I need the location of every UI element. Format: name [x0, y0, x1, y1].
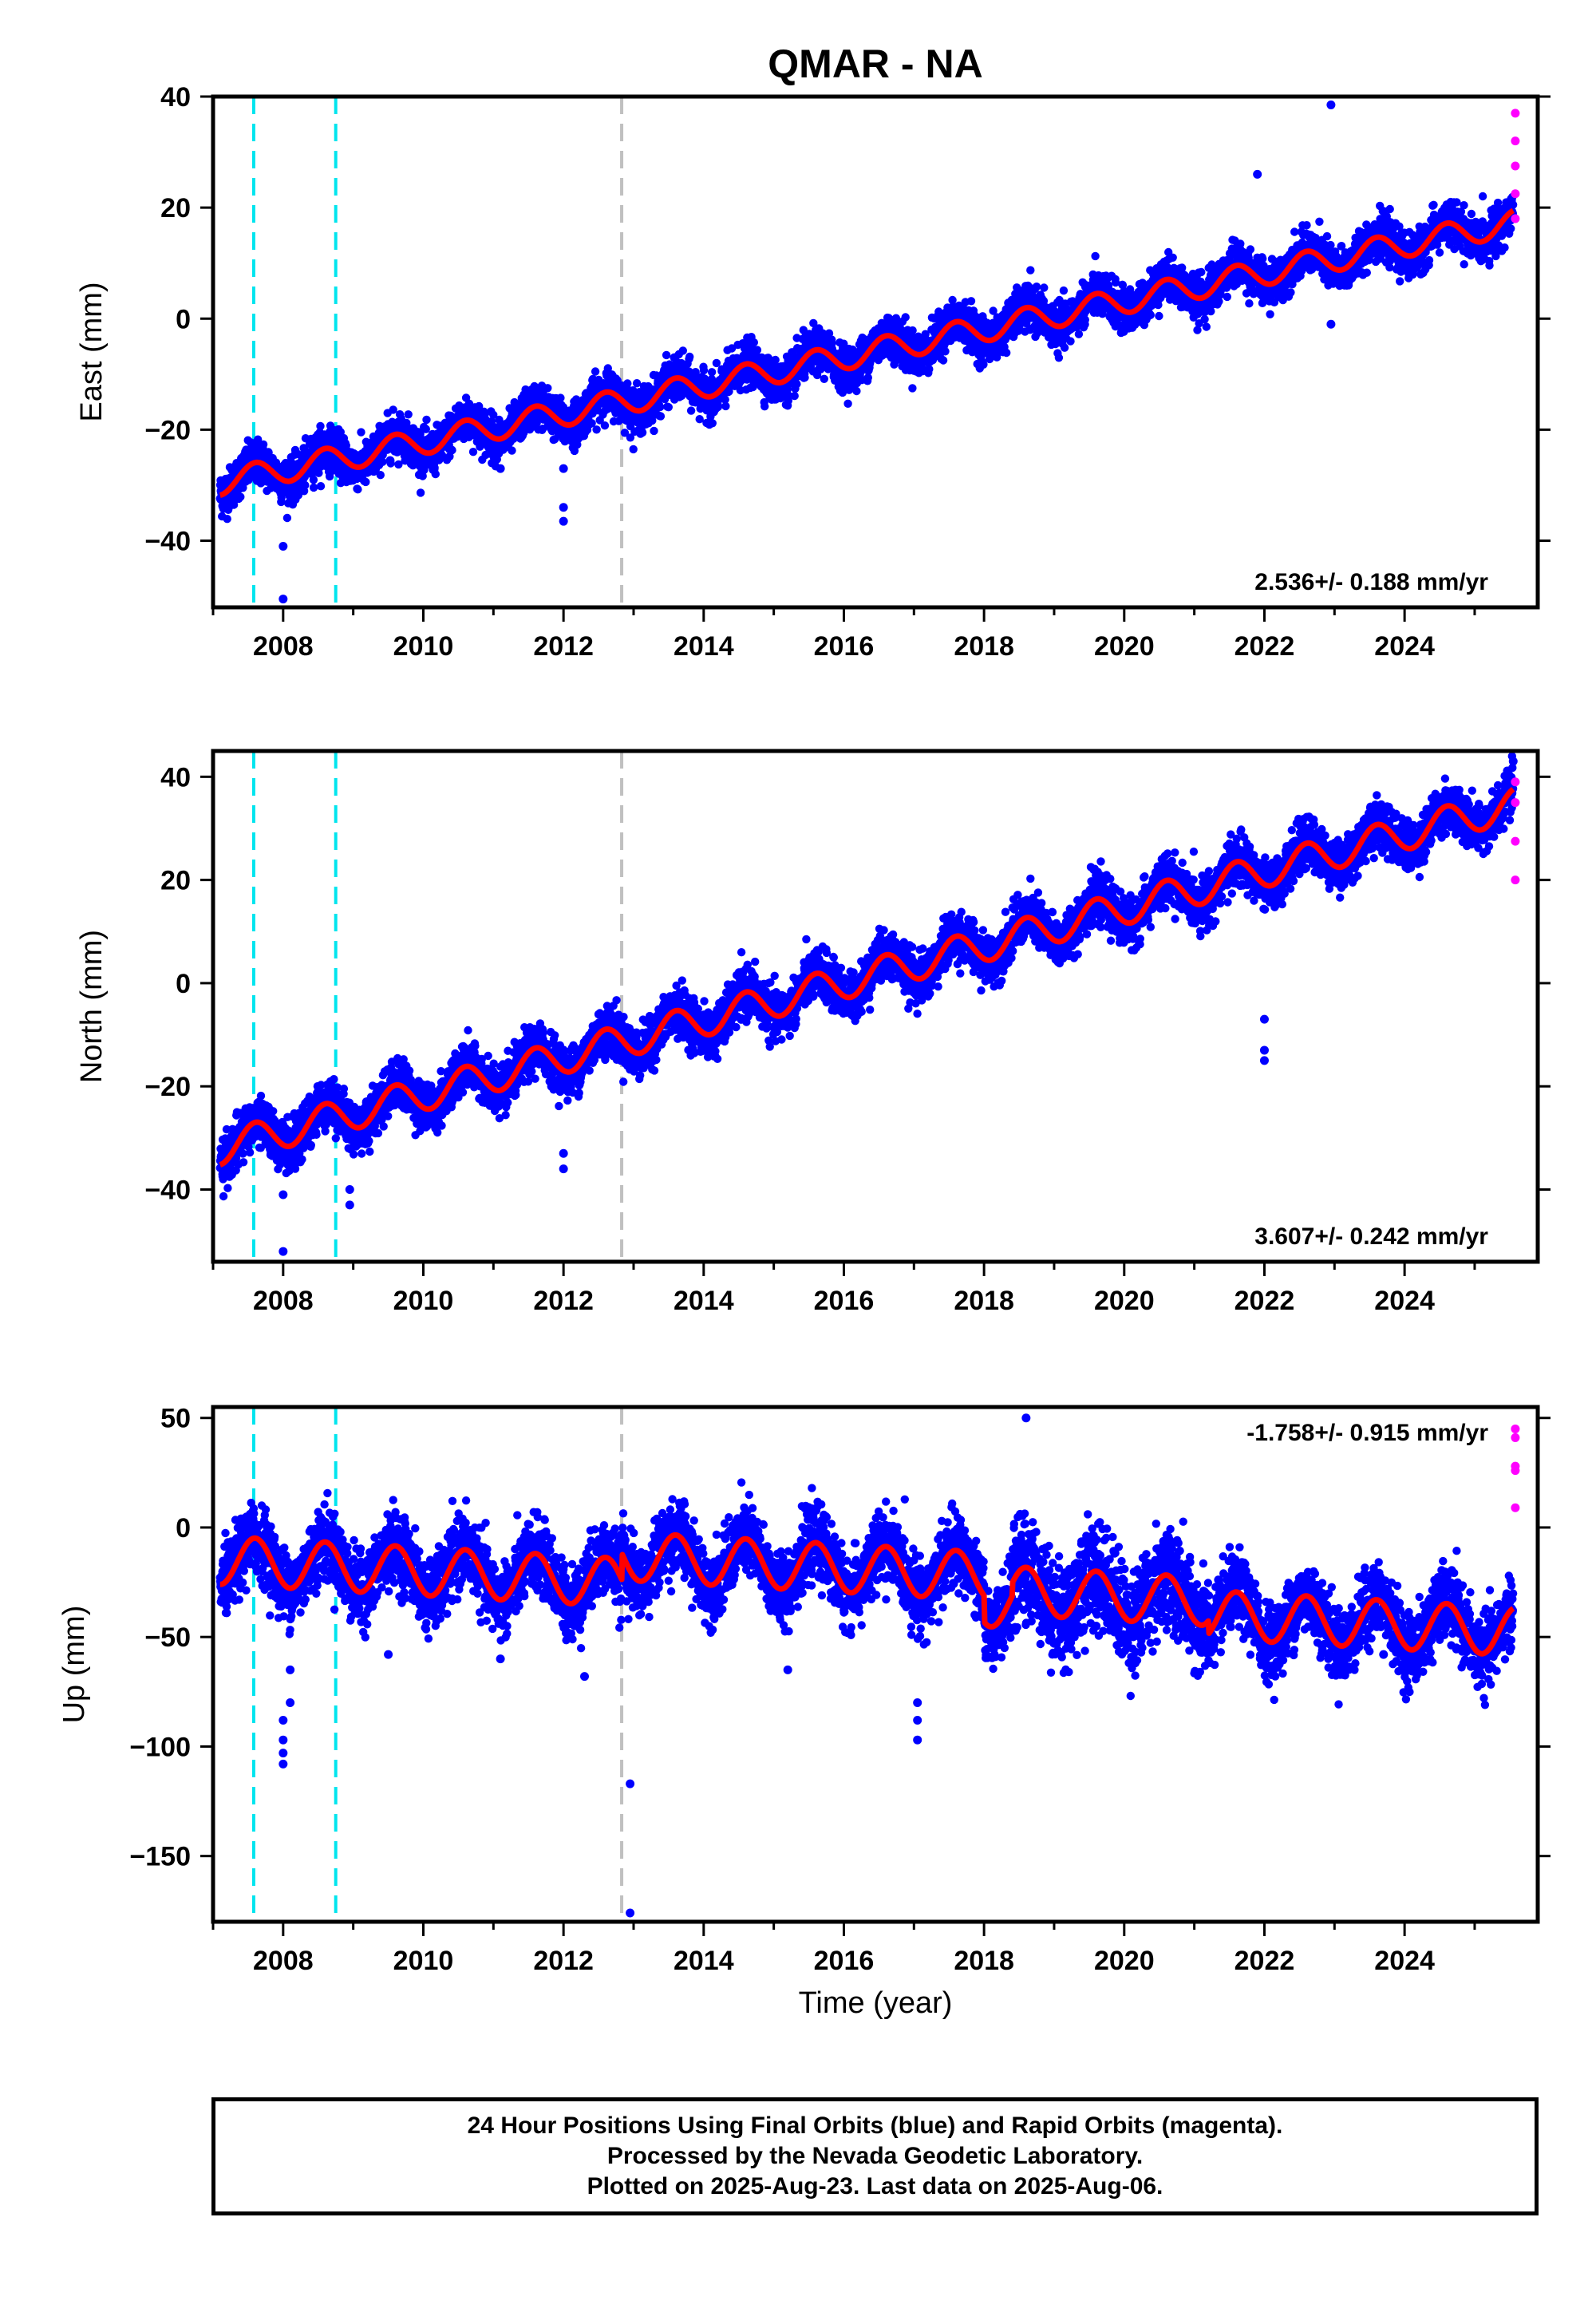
- data-point: [402, 418, 411, 428]
- data-point: [386, 459, 395, 468]
- data-point: [314, 468, 323, 477]
- data-point: [404, 410, 413, 419]
- data-point: [623, 379, 632, 388]
- data-point: [656, 412, 666, 421]
- data-point: [1002, 348, 1011, 358]
- data-point: [1054, 354, 1064, 362]
- data-point: [1039, 296, 1049, 306]
- data-point: [979, 360, 988, 369]
- data-point: [650, 426, 658, 436]
- data-point: [1060, 343, 1069, 352]
- data-point: [843, 399, 852, 408]
- data-point: [749, 338, 758, 347]
- data-point: [1154, 300, 1163, 310]
- data-point: [556, 393, 565, 402]
- data-point: [422, 415, 431, 425]
- data-point: [852, 386, 861, 396]
- plot-area: [215, 97, 1520, 607]
- data-point: [901, 313, 910, 322]
- data-point: [316, 482, 326, 491]
- data-point: [361, 477, 370, 487]
- data-point: [685, 352, 694, 362]
- data-point: [378, 457, 387, 466]
- data-point: [389, 405, 397, 414]
- data-point: [662, 350, 671, 360]
- data-point: [771, 355, 780, 365]
- data-point: [638, 428, 647, 437]
- data-point: [656, 402, 665, 412]
- data-point: [421, 425, 430, 433]
- data-point: [707, 368, 717, 377]
- data-point: [259, 440, 268, 449]
- data-point: [820, 374, 829, 383]
- data-point: [354, 485, 362, 494]
- data-point: [1032, 283, 1041, 291]
- data-point: [753, 346, 762, 354]
- data-point: [632, 379, 642, 388]
- data-point: [1059, 286, 1069, 295]
- data-point: [445, 452, 454, 461]
- data-point: [420, 465, 429, 475]
- data-point: [316, 421, 325, 431]
- data-point: [430, 464, 439, 472]
- data-point: [591, 367, 600, 376]
- data-point: [416, 488, 425, 497]
- data-point: [925, 365, 934, 373]
- data-point: [664, 403, 673, 412]
- data-point: [592, 425, 601, 434]
- data-point: [941, 347, 950, 356]
- data-point: [908, 326, 917, 335]
- data-point: [309, 483, 318, 492]
- data-point: [760, 402, 769, 411]
- data-point: [966, 297, 976, 306]
- data-point: [236, 492, 245, 501]
- data-point: [282, 513, 292, 523]
- data-point: [629, 445, 638, 454]
- data-point: [1026, 266, 1035, 275]
- data-point: [800, 373, 809, 382]
- data-point: [790, 391, 799, 401]
- data-point: [448, 445, 456, 455]
- data-point: [908, 384, 917, 393]
- data-point: [357, 428, 365, 437]
- data-point: [792, 380, 801, 389]
- data-point: [1080, 315, 1090, 324]
- data-point: [468, 448, 478, 456]
- data-point: [1155, 311, 1163, 321]
- data-point: [699, 366, 709, 375]
- data-point: [301, 480, 310, 490]
- data-point: [1146, 310, 1156, 319]
- data-point: [600, 421, 610, 430]
- data-point: [721, 401, 730, 411]
- chart-title: QMAR - NA: [768, 41, 982, 86]
- data-point: [708, 419, 717, 428]
- data-point: [543, 384, 552, 393]
- data-point: [1066, 337, 1075, 346]
- data-point: [1040, 283, 1049, 292]
- data-point: [254, 435, 263, 444]
- data-point: [1091, 251, 1100, 261]
- data-point: [678, 346, 687, 355]
- data-point: [223, 515, 231, 524]
- data-point: [309, 476, 318, 484]
- data-point: [508, 446, 516, 455]
- data-point: [394, 460, 403, 469]
- data-point: [376, 471, 385, 480]
- data-point: [1074, 330, 1084, 338]
- data-point: [431, 469, 440, 479]
- data-point: [416, 429, 425, 439]
- data-point: [713, 402, 722, 412]
- data-point: [686, 406, 696, 415]
- data-point: [1168, 253, 1177, 262]
- data-point: [938, 356, 948, 365]
